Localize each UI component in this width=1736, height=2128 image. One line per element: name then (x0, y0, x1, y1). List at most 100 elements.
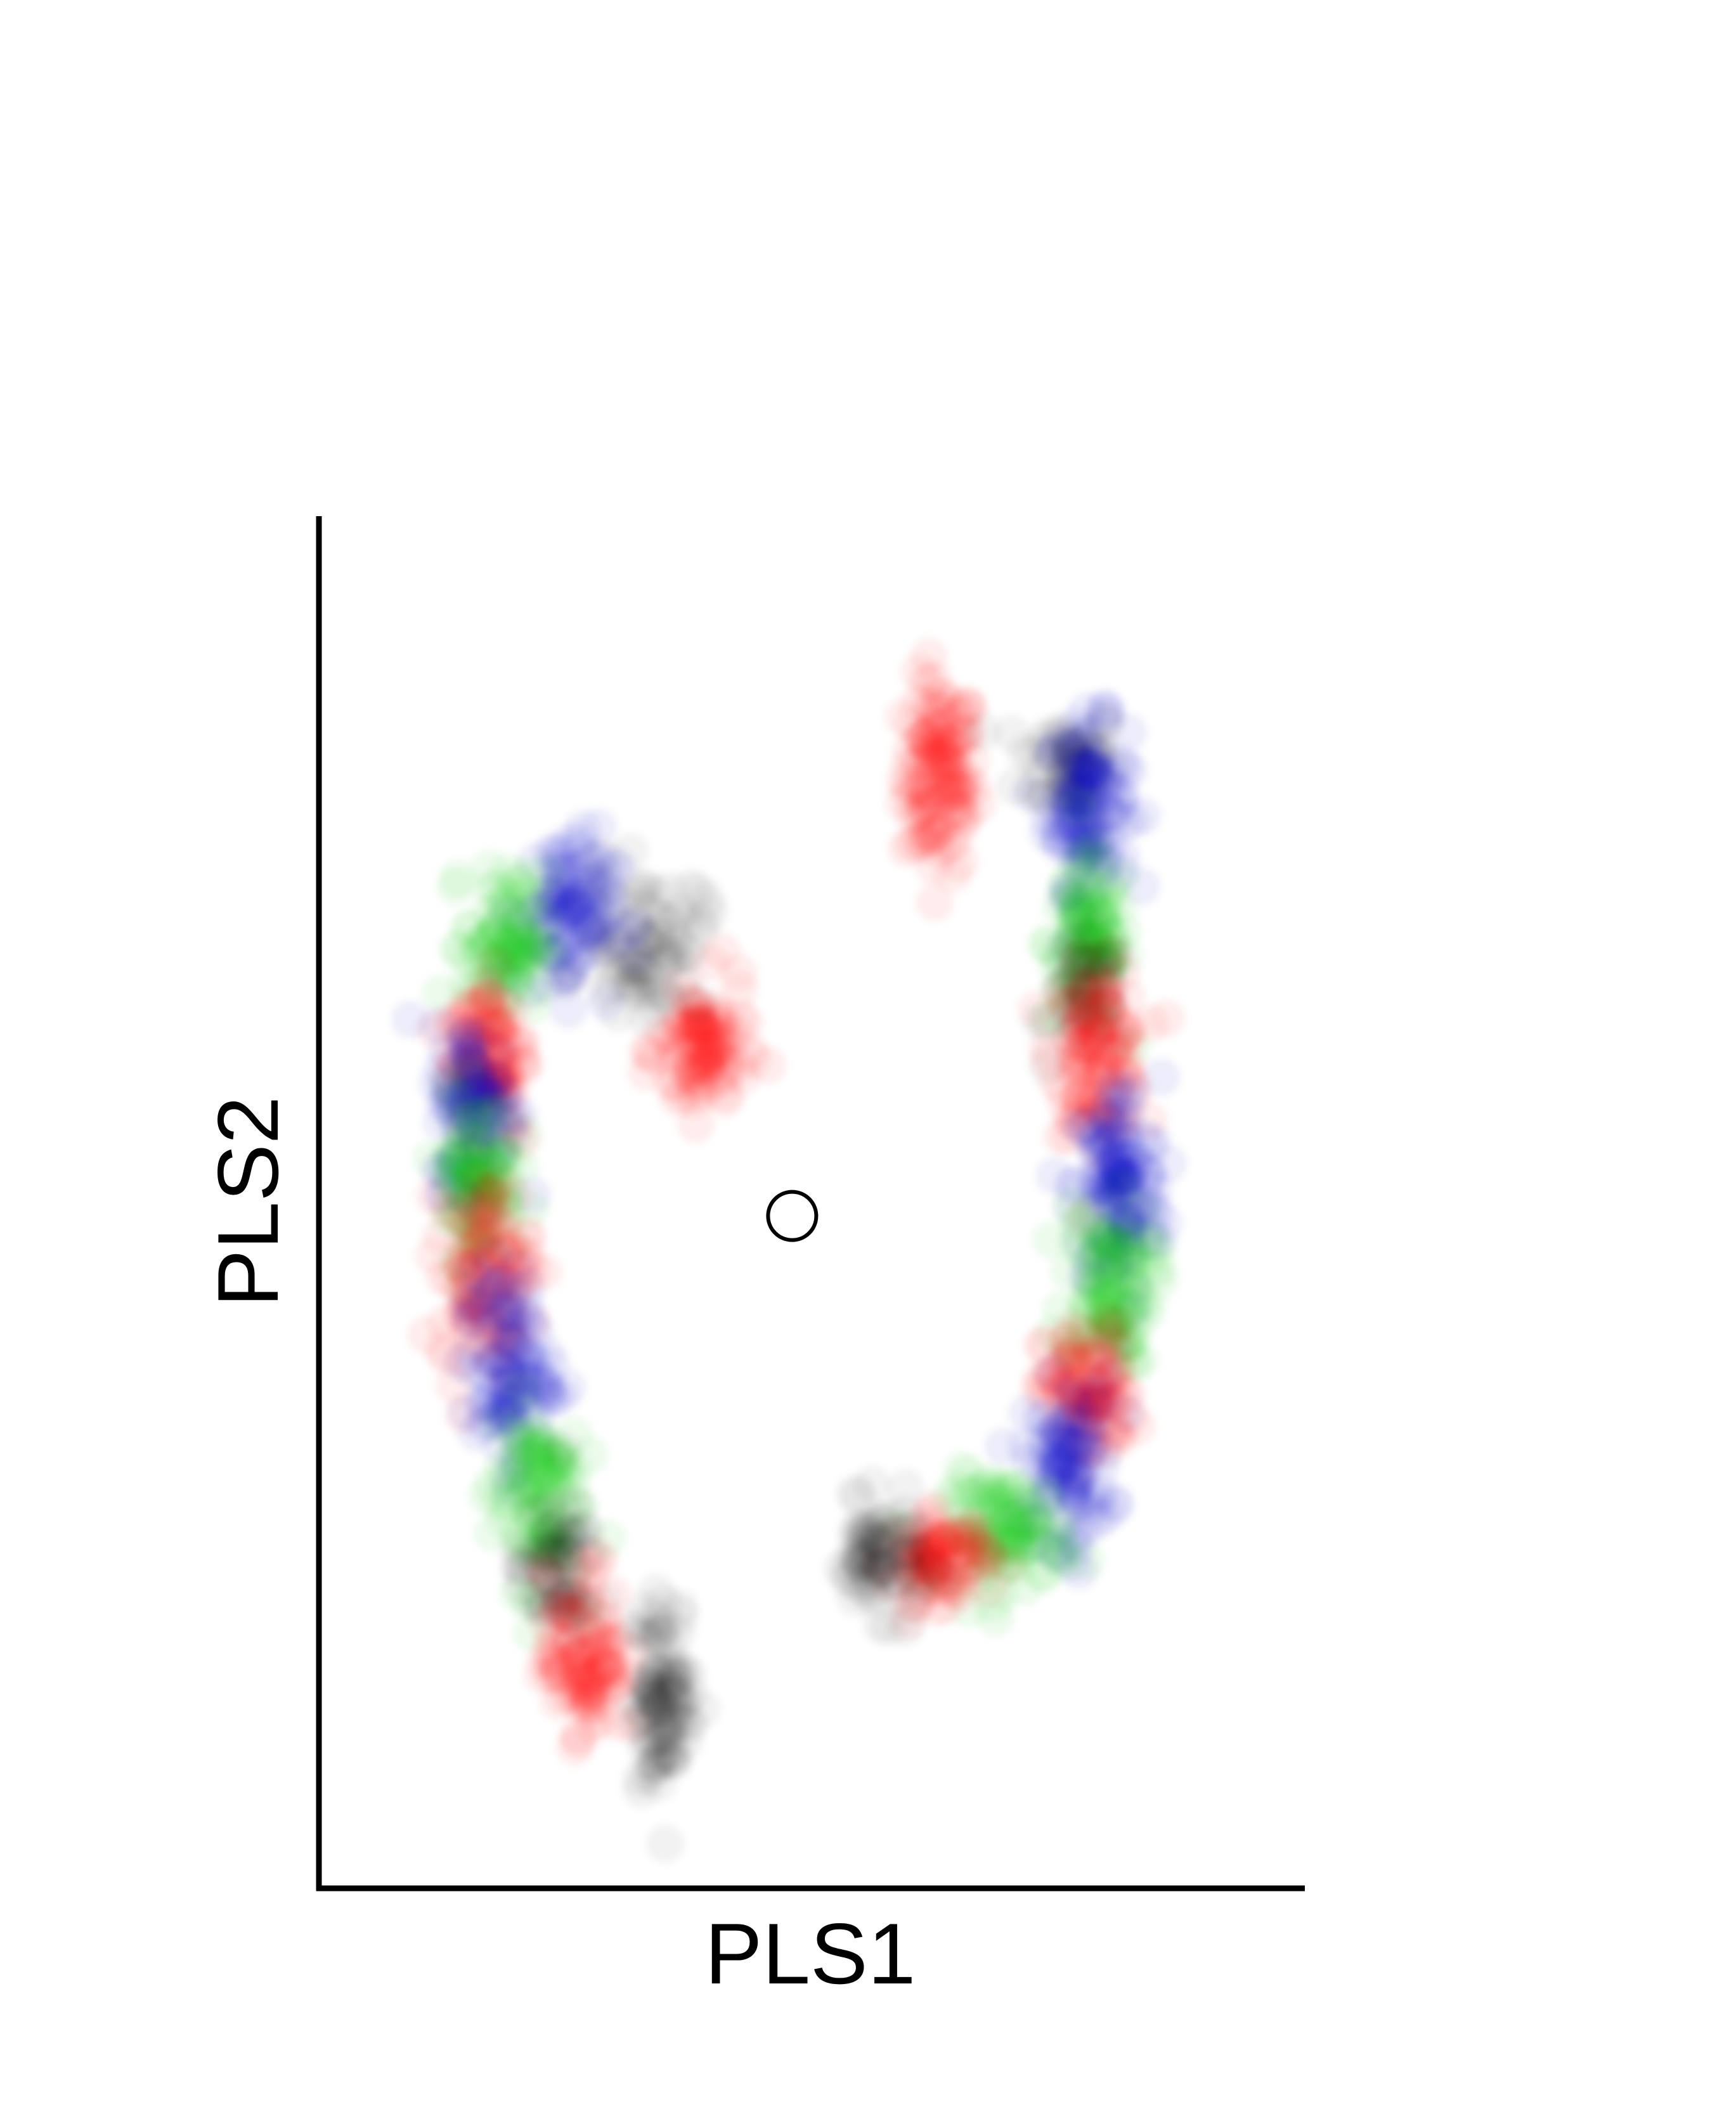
data-point (704, 1058, 743, 1096)
data-point (635, 1039, 674, 1077)
data-point (455, 1285, 493, 1323)
data-point (1026, 1526, 1065, 1564)
data-point (1035, 1157, 1073, 1195)
data-point (1111, 1071, 1149, 1110)
data-point (1147, 999, 1186, 1038)
data-point (472, 871, 511, 910)
data-point (439, 859, 477, 898)
data-point (663, 1074, 702, 1113)
data-point (1106, 1394, 1144, 1432)
data-point (872, 1497, 910, 1536)
data-point (444, 1176, 483, 1215)
data-point (836, 1474, 875, 1512)
cluster-red (1017, 934, 1186, 1236)
data-point (1007, 1394, 1046, 1432)
data-point (657, 1614, 696, 1652)
data-point (623, 1616, 662, 1654)
data-point (898, 1569, 936, 1607)
data-point (850, 1540, 888, 1579)
data-point (391, 1000, 429, 1039)
cluster-red (884, 637, 997, 922)
data-point (557, 1486, 596, 1525)
data-point (611, 912, 649, 950)
data-point (725, 1004, 764, 1042)
data-point (938, 1520, 977, 1559)
data-point (579, 1543, 618, 1582)
data-point (527, 1559, 566, 1597)
data-point (1052, 1186, 1091, 1225)
data-point (571, 905, 609, 944)
data-point (1101, 779, 1139, 817)
data-point (1092, 997, 1130, 1035)
data-point (560, 1656, 599, 1695)
data-point (502, 1120, 540, 1159)
data-point (900, 653, 938, 692)
data-point (1032, 1221, 1070, 1259)
data-point (581, 874, 620, 913)
data-point (1090, 1318, 1129, 1356)
data-point (543, 1431, 582, 1469)
data-point (1041, 1418, 1080, 1456)
data-point (1063, 1041, 1102, 1079)
data-point (502, 1370, 541, 1408)
data-point (1056, 706, 1094, 744)
data-point (493, 1321, 532, 1359)
data-point (1044, 972, 1083, 1011)
data-point (984, 1427, 1023, 1466)
data-point (1050, 1321, 1089, 1360)
data-point (467, 1477, 506, 1515)
data-point (923, 691, 961, 729)
data-point (893, 705, 932, 744)
data-point (720, 970, 759, 1008)
data-point (886, 1608, 924, 1647)
cluster-black (615, 1573, 722, 1863)
data-point (655, 935, 694, 974)
data-point (505, 1427, 544, 1465)
data-point (1059, 845, 1098, 883)
data-point (1060, 788, 1099, 826)
data-points (391, 637, 1188, 1863)
data-point (533, 1656, 571, 1695)
data-point (916, 883, 954, 922)
data-point (638, 1703, 676, 1742)
data-point (587, 983, 626, 1022)
data-point (680, 985, 719, 1023)
center-point-marker (766, 1190, 819, 1242)
data-point (507, 858, 545, 896)
data-point (970, 1568, 1009, 1607)
data-point (584, 1623, 622, 1661)
data-point (548, 1368, 586, 1406)
data-point (646, 1824, 685, 1863)
data-point (1075, 961, 1114, 999)
data-point (969, 1532, 1008, 1571)
data-point (629, 1666, 668, 1704)
data-point (1071, 1243, 1109, 1281)
data-point (1028, 1028, 1067, 1067)
data-point (549, 1620, 588, 1659)
data-point (1087, 695, 1126, 734)
data-point (1017, 990, 1055, 1029)
data-point (430, 1066, 468, 1105)
data-point (559, 1720, 598, 1758)
data-point (549, 990, 588, 1029)
data-point (893, 825, 931, 864)
data-point (454, 1101, 493, 1139)
data-point (476, 945, 514, 983)
data-point (963, 712, 1002, 751)
x-axis-label: PLS1 (705, 1905, 916, 2002)
data-point (414, 1236, 453, 1275)
data-point (1033, 1354, 1072, 1392)
cluster-black (823, 1465, 959, 1647)
y-axis-label: PLS2 (200, 1096, 296, 1307)
data-point (670, 1704, 708, 1743)
data-point (1142, 1058, 1181, 1096)
cluster-red (522, 1538, 652, 1767)
data-point (687, 881, 726, 920)
data-point (479, 1405, 518, 1443)
data-point (1114, 1237, 1153, 1275)
data-point (515, 925, 554, 964)
cluster-red (627, 932, 787, 1144)
data-point (1013, 1489, 1051, 1528)
data-point (943, 771, 981, 810)
